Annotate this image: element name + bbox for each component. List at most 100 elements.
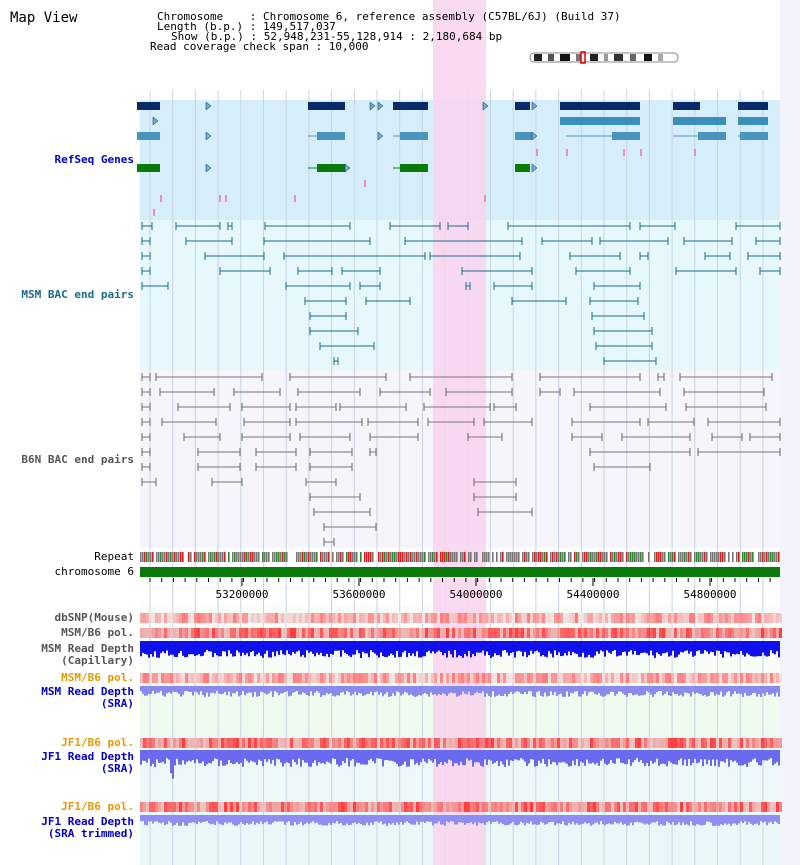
msm-pol-sra-heat-cell: [446, 673, 449, 683]
msm-capillary-depth-bar: [154, 641, 156, 652]
msm-pol-sra-heat-cell: [278, 673, 281, 683]
repeat-element: [370, 552, 372, 562]
jf1-trim-depth-bar: [766, 815, 768, 826]
msm-capillary-depth-bar: [310, 641, 312, 652]
jf1-trim-depth-bar: [216, 815, 218, 822]
jf1-trim-depth-bar: [160, 815, 162, 824]
jf1-pol-heat-cell: [485, 738, 488, 748]
jf1-trim-depth-bar: [410, 815, 412, 825]
jf1-trim-depth-bar: [524, 815, 526, 826]
msm-capillary-depth-bar: [214, 641, 216, 653]
jf1-sra-depth-bar: [384, 750, 386, 761]
jf1-sra-depth-bar: [320, 750, 322, 764]
track-label-msm-bac[interactable]: MSM BAC end pairs: [21, 288, 134, 301]
msm-sra-depth-bar: [554, 686, 556, 692]
msm-sra-depth-bar: [586, 686, 588, 696]
msm-capillary-depth-bar: [168, 641, 170, 656]
dbsnp-heat-cell: [614, 613, 617, 623]
repeat-element: [436, 552, 438, 562]
refseq-exon: [137, 132, 160, 140]
msm-pol-heat-cell: [761, 628, 764, 638]
repeat-element: [456, 552, 458, 562]
msm-capillary-depth-bar: [158, 641, 160, 658]
msm-sra-depth-bar: [492, 686, 494, 692]
jf1-sra-depth-bar: [532, 750, 534, 760]
msm-pol-sra-heat-cell: [560, 673, 563, 683]
jf1-trim-depth-bar: [408, 815, 410, 823]
msm-sra-depth-bar: [186, 686, 188, 692]
jf1-pol-heat-cell: [602, 738, 605, 748]
msm-pol-heat-cell: [581, 628, 584, 638]
jf1-sra-depth-bar: [712, 750, 714, 760]
msm-pol-sra-heat-cell: [236, 673, 239, 683]
jf1-pol-heat-cell: [695, 738, 698, 748]
repeat-element: [544, 552, 546, 562]
repeat-element: [564, 552, 566, 562]
jf1-pol-heat-cell: [314, 738, 317, 748]
jf1-trim-depth-bar: [598, 815, 600, 825]
msm-sra-depth-bar: [246, 686, 248, 694]
msm-pol-sra-heat-cell: [473, 673, 476, 683]
jf1-pol-trim-heat-cell: [257, 802, 260, 812]
msm-capillary-depth-bar: [722, 641, 724, 658]
jf1-sra-depth-bar: [256, 750, 258, 765]
jf1-pol-heat-cell: [542, 738, 545, 748]
jf1-pol-heat-cell: [521, 738, 524, 748]
msm-pol-sra-heat-cell: [584, 673, 587, 683]
track-label-refseq[interactable]: RefSeq Genes: [54, 153, 134, 166]
msm-capillary-depth-bar: [594, 641, 596, 656]
jf1-sra-depth-bar: [270, 750, 272, 764]
msm-capillary-depth-bar: [550, 641, 552, 654]
highlight-region: [433, 0, 486, 865]
jf1-sra-depth-bar: [612, 750, 614, 763]
msm-sra-depth-bar: [442, 686, 444, 694]
dbsnp-heat-cell: [596, 613, 599, 623]
msm-pol-heat-cell: [596, 628, 599, 638]
jf1-trim-depth-bar: [202, 815, 204, 822]
msm-pol-sra-heat-cell: [707, 673, 710, 683]
msm-sra-depth-bar: [608, 686, 610, 695]
msm-capillary-depth-bar: [402, 641, 404, 653]
jf1-sra-depth-bar: [228, 750, 230, 761]
dbsnp-heat-cell: [776, 613, 779, 623]
repeat-element: [172, 552, 174, 562]
dbsnp-heat-cell: [482, 613, 485, 623]
msm-sra-depth-bar: [682, 686, 684, 697]
msm-sra-depth-bar: [582, 686, 584, 695]
msm-pol-heat-cell: [539, 628, 542, 638]
jf1-sra-depth-bar: [726, 750, 728, 759]
jf1-pol-heat-cell: [770, 738, 773, 748]
jf1-pol-trim-heat-cell: [224, 802, 227, 812]
msm-capillary-depth-bar: [770, 641, 772, 651]
jf1-sra-depth-bar: [718, 750, 720, 767]
jf1-pol-heat-cell: [464, 738, 467, 748]
jf1-pol-trim-heat-cell: [449, 802, 452, 812]
jf1-pol-trim-heat-cell: [506, 802, 509, 812]
msm-sra-depth-bar: [398, 686, 400, 693]
repeat-element: [718, 552, 720, 562]
msm-sra-depth-bar: [142, 686, 144, 694]
refseq-arrow: [531, 131, 538, 141]
msm-pol-sra-heat-cell: [185, 673, 188, 683]
repeat-element: [748, 552, 750, 562]
repeat-element: [688, 552, 690, 562]
msm-pol-sra-heat-cell: [308, 673, 311, 683]
jf1-trim-depth-bar: [444, 815, 446, 826]
repeat-element: [526, 552, 528, 562]
msm-capillary-depth-bar: [596, 641, 598, 652]
msm-capillary-depth-bar: [518, 641, 520, 651]
jf1-pol-heat-cell: [425, 738, 428, 748]
track-label-b6n-bac[interactable]: B6N BAC end pairs: [21, 453, 134, 466]
jf1-sra-depth-bar: [342, 750, 344, 762]
dbsnp-heat-cell: [449, 613, 452, 623]
msm-sra-depth-bar: [460, 686, 462, 695]
jf1-sra-depth-bar: [438, 750, 440, 764]
msm-capillary-depth-bar: [462, 641, 464, 658]
refseq-arrow: [482, 101, 489, 111]
jf1-trim-depth-bar: [152, 815, 154, 824]
msm-capillary-depth-bar: [766, 641, 768, 657]
jf1-sra-depth-bar: [764, 750, 766, 761]
jf1-pol-heat-cell: [404, 738, 407, 748]
jf1-trim-depth-bar: [398, 815, 400, 825]
